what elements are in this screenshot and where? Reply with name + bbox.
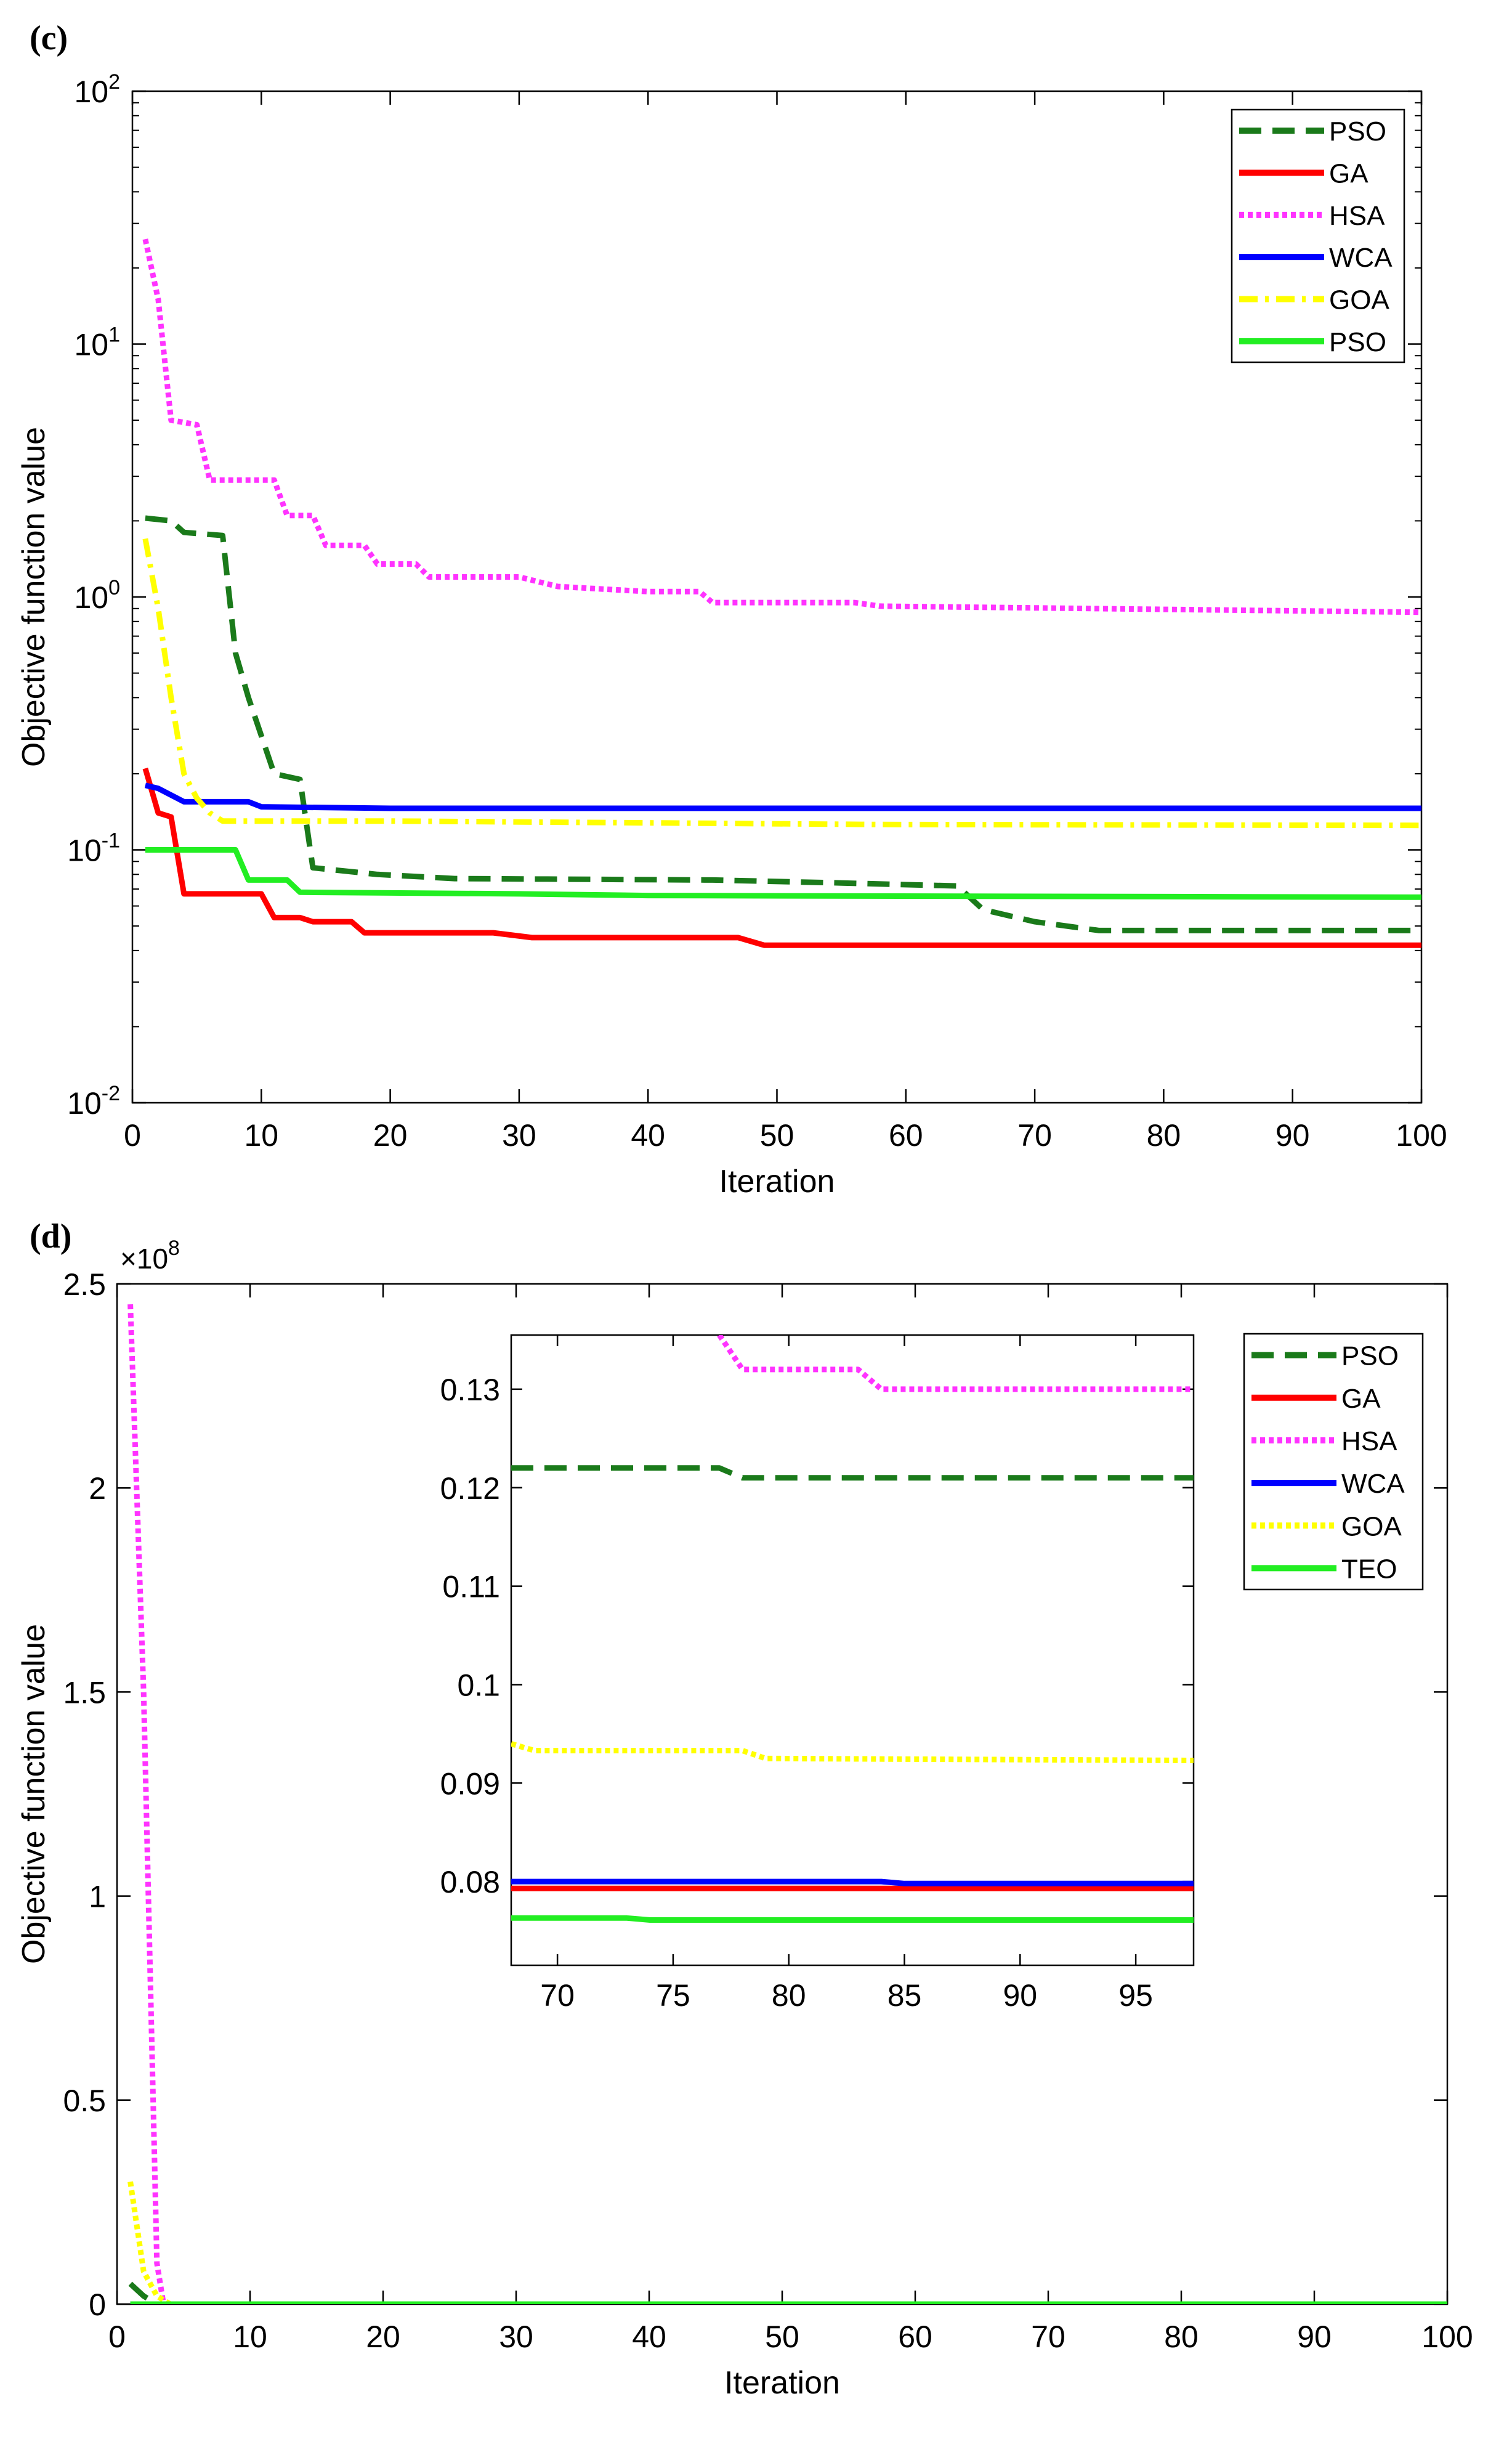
- x-tick-label: 40: [631, 1118, 665, 1153]
- main-series-pso-5: [145, 847, 1421, 900]
- inset-series-pso-0: [511, 1465, 1194, 1481]
- inset-y-tick-label: 0.11: [442, 1570, 500, 1604]
- y-tick-label: 1: [89, 1880, 106, 1914]
- legend-1: PSO GA HSA WCA GOA TEO: [1243, 1333, 1424, 1591]
- legend-label-0: PSO: [1329, 116, 1386, 147]
- legend-label-4: GOA: [1341, 1511, 1402, 1541]
- y-tick-label: 2.5: [63, 1267, 106, 1302]
- chart-panel-0: (c) 0 10 20 30 40 50 60 70 80 90 100 10-2 10-1 100 101 1…: [16, 19, 1447, 1200]
- inset-x-tick-label: 75: [656, 1978, 690, 2013]
- y-tick-label: 101: [74, 323, 120, 362]
- inset-series-wca-3: [511, 1878, 1194, 1886]
- y-tick-label: 0.5: [63, 2084, 106, 2118]
- x-tick-label: 0: [124, 1118, 141, 1153]
- plot-area: [131, 90, 1423, 1104]
- inset-series-teo-5: [511, 1915, 1194, 1923]
- x-tick-label: 50: [765, 2320, 799, 2354]
- main-series-ga-1: [142, 767, 1421, 948]
- x-axis-label: Iteration: [719, 1164, 835, 1200]
- inset-x-tick-label: 70: [540, 1978, 575, 2013]
- x-tick-label: 30: [499, 2320, 533, 2354]
- legend-label-5: TEO: [1341, 1554, 1397, 1584]
- inset-y-tick-label: 0.08: [440, 1865, 500, 1899]
- x-tick-label: 80: [1147, 1118, 1181, 1153]
- inset-x-tick-label: 90: [1003, 1978, 1037, 2013]
- x-tick-label: 70: [1017, 1118, 1052, 1153]
- main-series-hsa-2: [127, 1304, 1447, 2304]
- inset-series-goa-4: [511, 1741, 1194, 1763]
- y-tick-label: 2: [89, 1471, 106, 1506]
- inset-y-tick-label: 0.09: [440, 1766, 500, 1801]
- inset-y-tick-label: 0.12: [440, 1471, 500, 1506]
- main-series-wca-3: [144, 782, 1421, 811]
- y-tick-label: 102: [74, 70, 120, 109]
- x-tick-label: 60: [898, 2320, 932, 2354]
- inset-plot-area: [510, 1334, 1195, 1967]
- x-tick-label: 80: [1164, 2320, 1199, 2354]
- y-tick-label: 100: [74, 576, 120, 615]
- legend-label-1: GA: [1329, 159, 1368, 189]
- legend-0: PSO GA HSA WCA GOA PSO: [1231, 108, 1405, 363]
- y-axis-label: Objective function value: [16, 1624, 52, 1964]
- inset-x-tick-label: 95: [1118, 1978, 1153, 2013]
- legend-box: [1231, 108, 1405, 363]
- panel-label: (d): [30, 1217, 71, 1256]
- inset-x-tick-label: 85: [887, 1978, 922, 2013]
- x-tick-label: 100: [1421, 2320, 1473, 2354]
- panel-label: (c): [30, 19, 68, 57]
- main-series-pso-0: [145, 515, 1421, 933]
- legend-label-3: WCA: [1329, 243, 1393, 273]
- x-tick-label: 70: [1031, 2320, 1065, 2354]
- inset-chart: 70 75 80 85 90 95 0.08 0.09 0.1 0.11 0.12 0.13: [440, 1334, 1195, 2013]
- x-tick-label: 20: [366, 2320, 400, 2354]
- x-tick-label: 50: [760, 1118, 794, 1153]
- inset-series-hsa-2: [717, 1335, 1194, 1392]
- legend-label-1: GA: [1341, 1384, 1381, 1414]
- x-tick-label: 100: [1396, 1118, 1447, 1153]
- main-series-goa-4: [142, 538, 1421, 829]
- legend-label-2: HSA: [1329, 201, 1385, 231]
- y-tick-label: 1.5: [63, 1675, 106, 1710]
- main-series-hsa-2: [142, 238, 1421, 615]
- x-tick-label: 10: [244, 1118, 278, 1153]
- y-tick-label: 0: [89, 2287, 106, 2322]
- x-tick-label: 30: [502, 1118, 536, 1153]
- legend-box: [1243, 1333, 1424, 1591]
- main-series-pso-0: [128, 2281, 1447, 2304]
- inset-y-tick-label: 0.13: [440, 1373, 500, 1407]
- y-axis-label: Objective function value: [16, 427, 52, 767]
- x-tick-label: 20: [373, 1118, 408, 1153]
- inset-x-tick-label: 80: [772, 1978, 806, 2013]
- inset-y-tick-label: 0.1: [457, 1668, 500, 1702]
- x-axis-label: Iteration: [724, 2365, 840, 2401]
- legend-label-3: WCA: [1341, 1469, 1405, 1499]
- x-tick-label: 10: [233, 2320, 267, 2354]
- x-tick-label: 90: [1275, 1118, 1310, 1153]
- x-tick-label: 60: [889, 1118, 923, 1153]
- legend-label-0: PSO: [1341, 1341, 1399, 1371]
- y-tick-label: 10-1: [67, 829, 120, 868]
- legend-label-2: HSA: [1341, 1426, 1397, 1456]
- x-tick-label: 0: [108, 2320, 126, 2354]
- legend-label-5: PSO: [1329, 327, 1386, 357]
- main-series-goa-4: [127, 2181, 1447, 2304]
- x-tick-label: 40: [632, 2320, 666, 2354]
- y-multiplier: ×108: [120, 1236, 180, 1275]
- legend-label-4: GOA: [1329, 285, 1389, 315]
- y-tick-label: 10-2: [67, 1082, 120, 1121]
- x-tick-label: 90: [1297, 2320, 1332, 2354]
- chart-panel-1: (d) 0 10 20 30 40 50 60 70 80 90 100 0 0.5 1 1.5 2 2.5 ×10…: [16, 1217, 1473, 2401]
